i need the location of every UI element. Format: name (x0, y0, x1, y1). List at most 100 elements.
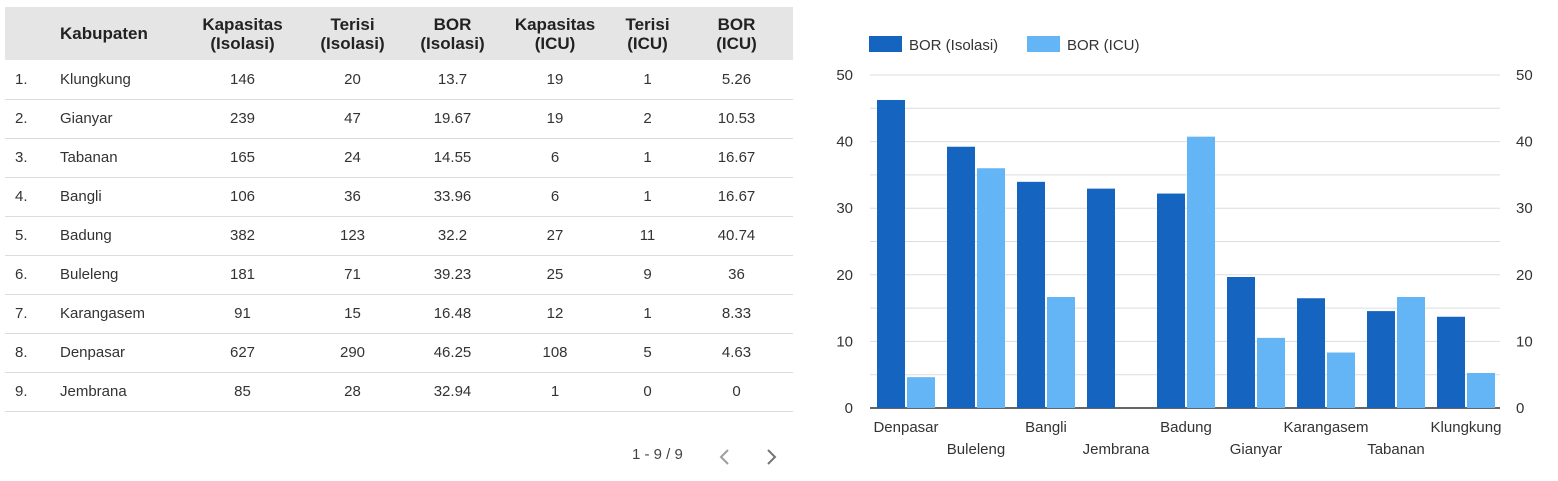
y-tick-label-right: 10 (1516, 333, 1533, 350)
column-header-line1: Terisi (625, 14, 670, 34)
x-category-label: Buleleng (947, 441, 1005, 458)
row-index: 7. (15, 305, 28, 322)
column-header[interactable]: Kabupaten (60, 7, 190, 60)
kabupaten-cell: Karangasem (60, 305, 146, 322)
column-header[interactable]: BOR (ICU) (680, 7, 793, 60)
kabupaten-cell: Gianyar (60, 110, 113, 127)
bar-bor-isolasi (877, 99, 905, 408)
legend-label: BOR (ICU) (1067, 37, 1140, 54)
column-header[interactable]: Terisi (Isolasi) (295, 7, 410, 60)
value-cell: 5.26 (721, 70, 752, 88)
value-cell: 10.53 (717, 110, 756, 127)
table-row: 1. Klungkung 146 20 13.7 19 1 5.26 (5, 60, 793, 99)
value-cell: 146 (229, 70, 256, 88)
column-header[interactable]: Kapasitas (Isolasi) (190, 7, 295, 60)
column-header-line1: Terisi (330, 14, 375, 34)
value-cell: 19 (546, 70, 564, 88)
x-category-label: Badung (1160, 419, 1212, 436)
value-cell: 1 (643, 188, 652, 205)
value-cell: 6 (550, 149, 560, 166)
value-cell: 32.94 (433, 383, 472, 400)
y-tick-label-right: 0 (1516, 400, 1524, 417)
previous-page-button[interactable] (715, 446, 735, 468)
bar-bor-isolasi (1437, 316, 1465, 408)
y-tick-label-left: 30 (836, 200, 853, 217)
value-cell: 47 (344, 110, 361, 127)
value-cell: 1 (643, 149, 652, 166)
value-cell: 239 (229, 110, 256, 127)
value-cell: 40.74 (717, 227, 756, 244)
value-cell: 27 (546, 227, 564, 244)
y-tick-label-left: 20 (836, 267, 853, 284)
value-cell: 15 (344, 305, 361, 322)
bar-bor-isolasi (1297, 298, 1325, 408)
column-header[interactable] (5, 7, 60, 60)
bar-bor-icu (1467, 372, 1495, 408)
table-row: 4. Bangli 106 36 33.96 6 1 16.67 (5, 177, 793, 216)
value-cell: 14.55 (433, 149, 472, 166)
value-cell: 382 (229, 227, 256, 244)
bar-bor-isolasi (1017, 181, 1045, 408)
y-tick-label-left: 40 (836, 134, 853, 151)
row-index: 9. (15, 383, 28, 400)
column-header[interactable]: BOR (Isolasi) (410, 7, 495, 60)
column-header-line2: (ICU) (716, 33, 757, 53)
bar-chart: 0 0 10 10 20 20 30 30 40 40 50 50 Denpasar Buleleng Ba… (836, 36, 1533, 458)
value-cell: 25 (546, 266, 564, 283)
value-cell: 181 (229, 266, 256, 283)
table-row: 3. Tabanan 165 24 14.55 6 1 16.67 (5, 138, 793, 177)
value-cell: 12 (546, 305, 564, 322)
value-cell: 0 (643, 383, 652, 400)
value-cell: 36 (728, 266, 745, 283)
value-cell: 1 (550, 383, 560, 400)
value-cell: 33.96 (433, 188, 472, 205)
y-tick-label-right: 30 (1516, 200, 1533, 217)
x-category-label: Jembrana (1083, 441, 1150, 458)
bar-bor-isolasi (1157, 193, 1185, 408)
data-table-container: Kabupaten Kapasitas (Isolasi) Terisi (Isolas… (5, 7, 793, 412)
value-cell: 36 (344, 188, 361, 205)
next-page-button[interactable] (762, 446, 782, 468)
bar-bor-icu (977, 168, 1005, 408)
kabupaten-cell: Jembrana (60, 383, 127, 400)
value-cell: 11 (639, 227, 656, 244)
value-cell: 165 (229, 149, 256, 166)
value-cell: 16.67 (717, 149, 756, 166)
table-row: 5. Badung 382 123 32.2 27 11 40.74 (5, 216, 793, 255)
column-header-line1: Kabupaten (60, 24, 148, 43)
value-cell: 0 (732, 383, 741, 400)
chevron-right-icon (767, 449, 777, 465)
column-header-line2: (Isolasi) (210, 33, 275, 53)
x-category-label: Denpasar (873, 419, 938, 436)
y-tick-label-left: 50 (836, 67, 853, 84)
table-row: 7. Karangasem 91 15 16.48 12 1 8.33 (5, 294, 793, 333)
kabupaten-cell: Buleleng (60, 266, 119, 283)
kabupaten-cell: Klungkung (60, 70, 131, 88)
bar-bor-isolasi (947, 146, 975, 408)
bar-bor-isolasi (1087, 188, 1115, 408)
column-header-line1: BOR (433, 14, 472, 34)
value-cell: 5 (643, 344, 652, 361)
value-cell: 1 (643, 305, 652, 322)
bar-bor-isolasi (1227, 276, 1255, 408)
column-header-line1: Kapasitas (514, 14, 596, 34)
value-cell: 91 (234, 305, 251, 322)
value-cell: 9 (643, 266, 652, 283)
value-cell: 290 (339, 344, 366, 361)
value-cell: 19.67 (433, 110, 472, 127)
chevron-left-icon (719, 449, 729, 465)
row-index: 8. (15, 344, 28, 361)
table-row: 2. Gianyar 239 47 19.67 19 2 10.53 (5, 99, 793, 138)
column-header[interactable]: Kapasitas (ICU) (495, 7, 615, 60)
bar-bor-icu (1257, 337, 1285, 408)
x-category-label: Klungkung (1431, 419, 1502, 436)
value-cell: 6 (550, 188, 560, 205)
row-index: 4. (15, 188, 28, 205)
kabupaten-cell: Tabanan (60, 149, 118, 166)
y-tick-label-left: 0 (845, 400, 853, 417)
column-header[interactable]: Terisi (ICU) (615, 7, 680, 60)
pagination-label: 1 - 9 / 9 (632, 446, 683, 463)
row-index: 2. (15, 110, 28, 127)
table-header-row: Kabupaten Kapasitas (Isolasi) Terisi (Isolas… (5, 7, 793, 60)
row-index: 1. (15, 70, 28, 88)
